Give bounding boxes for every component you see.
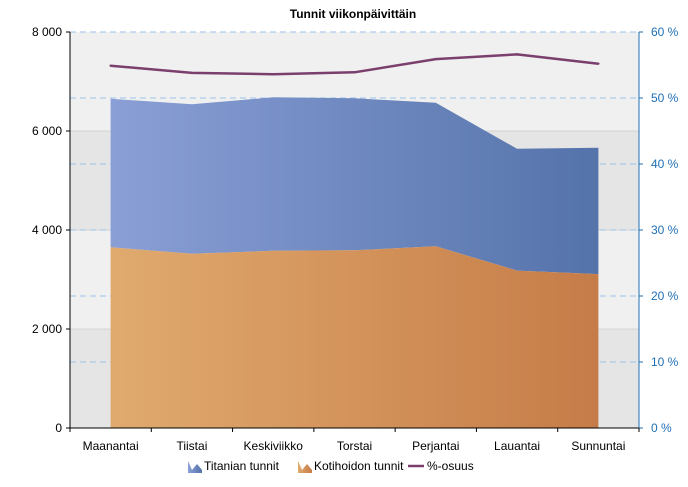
category-label: Tiistai: [176, 439, 207, 453]
right-tick-label: 50 %: [651, 91, 679, 105]
right-tick-label: 0 %: [651, 421, 672, 435]
line-point-osuus: [353, 71, 356, 74]
legend-swatch-titania: [188, 461, 202, 473]
category-axis-labels: Maanantai Tiistai Keskiviikko Torstai Perjan…: [83, 439, 626, 453]
left-tick-label: 2 000: [32, 322, 62, 336]
legend: Titanian tunnit Kotihoidon tunnit %-osuu…: [188, 459, 474, 473]
category-label: Sunnuntai: [571, 439, 625, 453]
line-point-osuus: [597, 62, 600, 65]
percentage-line-series: [109, 53, 600, 76]
legend-label-kotihoito: Kotihoidon tunnit: [314, 459, 404, 473]
left-tick-label: 4 000: [32, 223, 62, 237]
line-point-osuus: [434, 57, 437, 61]
category-label: Perjantai: [412, 439, 459, 453]
line-point-osuus: [109, 64, 112, 67]
left-tick-label: 8 000: [32, 25, 62, 39]
left-tick-label: 6 000: [32, 124, 62, 138]
legend-item-titania[interactable]: Titanian tunnit: [188, 459, 280, 473]
axes: [66, 31, 643, 432]
area-kotihoidon-tunnit: [110, 246, 599, 428]
category-label: Lauantai: [494, 439, 540, 453]
chart-title: Tunnit viikonpäivittäin: [290, 7, 416, 21]
legend-item-osuus[interactable]: %-osuus: [408, 459, 474, 473]
left-tick-label: 0: [55, 421, 62, 435]
category-label: Maanantai: [83, 439, 139, 453]
right-tick-label: 10 %: [651, 355, 679, 369]
area-titanian-tunnit: [110, 97, 599, 275]
legend-swatch-kotihoito: [298, 461, 312, 473]
right-tick-label: 60 %: [651, 25, 679, 39]
right-axis-tick-labels: 0 % 10 % 20 % 30 % 40 % 50 % 60 %: [651, 25, 679, 435]
category-label: Torstai: [337, 439, 372, 453]
legend-item-kotihoito[interactable]: Kotihoidon tunnit: [298, 459, 404, 473]
line-point-osuus: [190, 71, 194, 75]
legend-label-titania: Titanian tunnit: [204, 459, 280, 473]
legend-label-osuus: %-osuus: [427, 459, 474, 473]
line-point-osuus: [272, 73, 275, 76]
right-tick-label: 30 %: [651, 223, 679, 237]
right-tick-label: 20 %: [651, 289, 679, 303]
area-series: [110, 97, 599, 428]
left-axis-tick-labels: 0 2 000 4 000 6 000 8 000: [32, 25, 62, 435]
category-label: Keskiviikko: [244, 439, 304, 453]
line-point-osuus: [515, 53, 519, 56]
right-tick-label: 40 %: [651, 157, 679, 171]
